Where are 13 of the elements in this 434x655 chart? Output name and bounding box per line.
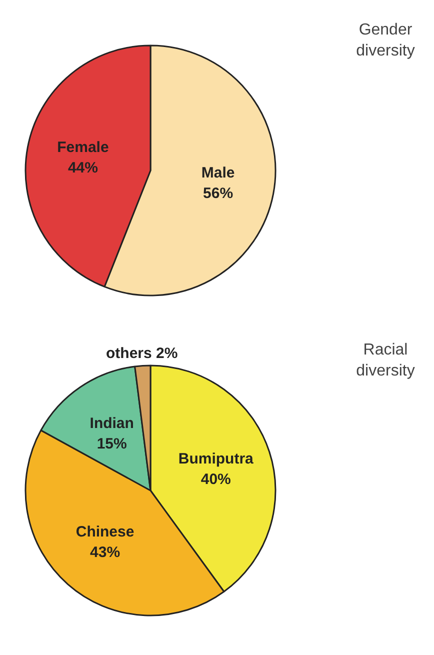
slice-label: Male [201,164,235,182]
data-label: 56% [203,185,234,202]
slice-label: Female [57,138,109,156]
slice-label: others 2% [106,344,178,362]
data-label: 43% [90,544,120,561]
slice-label: Bumiputra [178,450,254,468]
data-label: 15% [96,435,127,452]
text: Gender diversity [356,21,415,60]
text: Racial diversity [356,341,415,380]
slice-label: Indian [90,414,134,432]
data-label: 44% [68,159,98,176]
data-label: 40% [200,470,231,488]
slice-label: Chinese [76,523,134,540]
